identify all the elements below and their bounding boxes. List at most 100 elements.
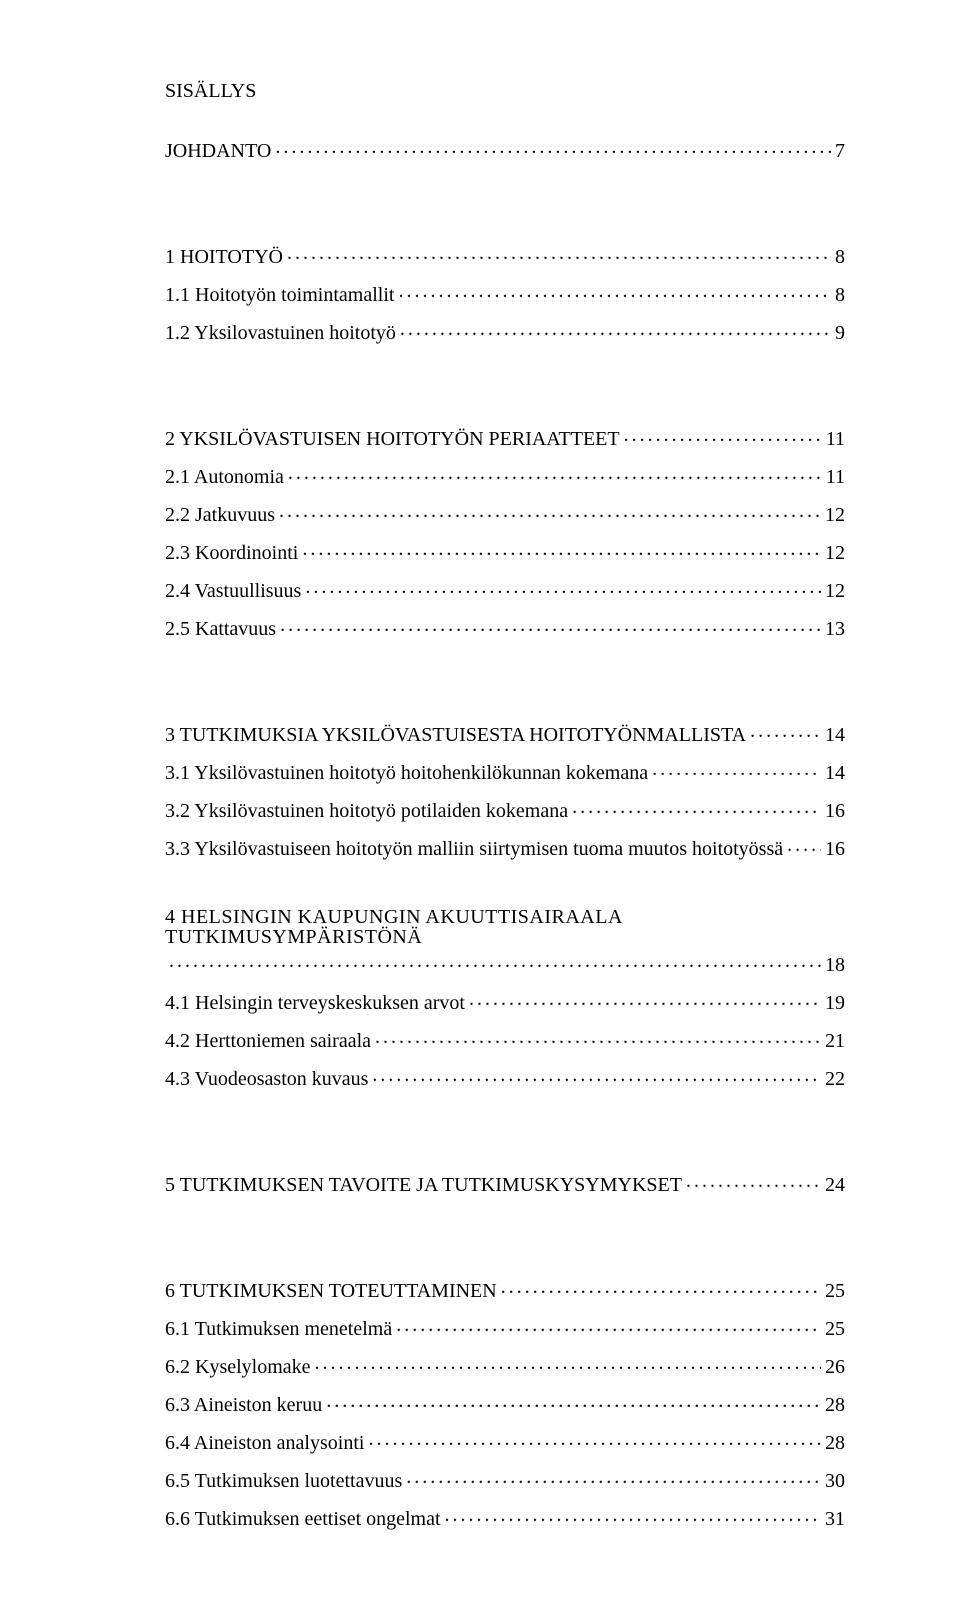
toc-label: 1 HOITOTYÖ [165, 247, 283, 267]
toc-leader-dots [406, 1467, 821, 1487]
toc-label: 5 TUTKIMUKSEN TAVOITE JA TUTKIMUSKYSYMYK… [165, 1175, 682, 1195]
toc-label: 3.2 Yksilövastuinen hoitotyö potilaiden … [165, 801, 568, 821]
toc-heading: 2 YKSILÖVASTUISEN HOITOTYÖN PERIAATTEET 1… [165, 425, 845, 449]
toc-entry-continuation: 18 [165, 951, 845, 975]
toc-leader-dots [279, 501, 821, 521]
toc-group-spacer [165, 653, 845, 687]
toc-label: 4.2 Herttoniemen sairaala [165, 1031, 371, 1051]
toc-subentry: 6.3 Aineiston keruu28 [165, 1391, 845, 1415]
toc-heading: 3 TUTKIMUKSIA YKSILÖVASTUISESTA HOITOTYÖ… [165, 721, 845, 745]
toc-leader-dots [400, 319, 831, 339]
toc-page-number: 16 [825, 839, 845, 859]
toc-subentry: 6.6 Tutkimuksen eettiset ongelmat 31 [165, 1505, 845, 1529]
toc-leader-dots [280, 615, 821, 635]
toc-subentry: 6.1 Tutkimuksen menetelmä 25 [165, 1315, 845, 1339]
toc-leader-dots [302, 539, 821, 559]
toc-page-number: 8 [835, 285, 845, 305]
toc-label: 2.3 Koordinointi [165, 543, 298, 563]
toc-leader-dots [652, 759, 821, 779]
toc-title: SISÄLLYS [165, 80, 845, 103]
toc-label: 2.2 Jatkuvuus [165, 505, 275, 525]
toc-page-number: 28 [825, 1433, 845, 1453]
toc-leader-dots [445, 1505, 821, 1525]
toc-heading: 4 HELSINGIN KAUPUNGIN AKUUTTISAIRAALA TU… [165, 907, 845, 947]
toc-leader-dots [787, 835, 821, 855]
toc-label: 1.1 Hoitotyön toimintamallit [165, 285, 394, 305]
toc-page-number: 25 [825, 1319, 845, 1339]
toc-page-number: 8 [835, 247, 845, 267]
toc-subentry: 1.2 Yksilovastuinen hoitotyö 9 [165, 319, 845, 343]
toc-label: 6.6 Tutkimuksen eettiset ongelmat [165, 1509, 441, 1529]
toc-leader-dots [686, 1171, 821, 1191]
toc-subentry: 2.4 Vastuullisuus 12 [165, 577, 845, 601]
toc-page-number: 18 [825, 955, 845, 975]
toc-heading: 1 HOITOTYÖ 8 [165, 243, 845, 267]
toc-group-spacer [165, 1103, 845, 1137]
toc-leader-dots [305, 577, 821, 597]
toc-label: 6.1 Tutkimuksen menetelmä [165, 1319, 392, 1339]
toc-subentry: 3.1 Yksilövastuinen hoitotyö hoitohenkil… [165, 759, 845, 783]
toc-label: 3 TUTKIMUKSIA YKSILÖVASTUISESTA HOITOTYÖ… [165, 725, 746, 745]
toc-page-number: 9 [835, 323, 845, 343]
toc-page-number: 12 [825, 543, 845, 563]
toc-page-number: 24 [825, 1175, 845, 1195]
toc-subentry: 2.5 Kattavuus 13 [165, 615, 845, 639]
toc-group-spacer [165, 357, 845, 391]
toc-page-number: 16 [825, 801, 845, 821]
toc-group-spacer [165, 1209, 845, 1243]
toc-label: JOHDANTO [165, 141, 271, 161]
toc-subentry: 2.1 Autonomia 11 [165, 463, 845, 487]
toc-label: 1.2 Yksilovastuinen hoitotyö [165, 323, 396, 343]
toc-page-number: 14 [825, 763, 845, 783]
toc-heading: JOHDANTO 7 [165, 137, 845, 161]
toc-group-spacer [165, 873, 845, 907]
toc-page-number: 11 [826, 429, 845, 449]
toc-label: 4.3 Vuodeosaston kuvaus [165, 1069, 368, 1089]
toc-label: 4.1 Helsingin terveyskeskuksen arvot [165, 993, 465, 1013]
toc-leader-dots [624, 425, 822, 445]
toc-leader-dots [469, 989, 821, 1009]
toc-page-number: 14 [825, 725, 845, 745]
toc-subentry: 6.4 Aineiston analysointi 28 [165, 1429, 845, 1453]
toc-leader-dots [315, 1353, 821, 1373]
toc-leader-dots [287, 243, 831, 263]
toc-subentry: 6.2 Kyselylomake 26 [165, 1353, 845, 1377]
toc-leader-dots [398, 281, 831, 301]
toc-leader-dots [375, 1027, 821, 1047]
toc-leader-dots [396, 1315, 821, 1335]
toc-label: 6.3 Aineiston keruu [165, 1395, 322, 1415]
toc-label: 2.1 Autonomia [165, 467, 284, 487]
toc-subentry: 1.1 Hoitotyön toimintamallit 8 [165, 281, 845, 305]
toc-leader-dots [275, 137, 831, 157]
toc-page-number: 7 [835, 141, 845, 161]
toc-leader-dots [372, 1065, 821, 1085]
toc-label: 6.2 Kyselylomake [165, 1357, 311, 1377]
toc-subentry: 2.2 Jatkuvuus12 [165, 501, 845, 525]
toc-label: 6.4 Aineiston analysointi [165, 1433, 364, 1453]
toc-page-number: 19 [825, 993, 845, 1013]
toc-leader-dots [169, 951, 821, 971]
toc-label: 3.1 Yksilövastuinen hoitotyö hoitohenkil… [165, 763, 648, 783]
toc-label: 2 YKSILÖVASTUISEN HOITOTYÖN PERIAATTEET [165, 429, 620, 449]
toc-label: 6 TUTKIMUKSEN TOTEUTTAMINEN [165, 1281, 497, 1301]
toc-page-number: 26 [825, 1357, 845, 1377]
toc-subentry: 6.5 Tutkimuksen luotettavuus30 [165, 1467, 845, 1491]
toc-subentry: 3.2 Yksilövastuinen hoitotyö potilaiden … [165, 797, 845, 821]
toc-subentry: 4.3 Vuodeosaston kuvaus22 [165, 1065, 845, 1089]
toc-leader-dots [572, 797, 821, 817]
toc-leader-dots [501, 1277, 821, 1297]
toc-page-number: 31 [825, 1509, 845, 1529]
toc-label: 2.4 Vastuullisuus [165, 581, 301, 601]
toc-subentry: 3.3 Yksilövastuiseen hoitotyön malliin s… [165, 835, 845, 859]
toc-label: 2.5 Kattavuus [165, 619, 276, 639]
toc-label: 6.5 Tutkimuksen luotettavuus [165, 1471, 402, 1491]
toc-heading: 6 TUTKIMUKSEN TOTEUTTAMINEN25 [165, 1277, 845, 1301]
toc-leader-dots [750, 721, 821, 741]
toc-page-number: 21 [825, 1031, 845, 1051]
toc-subentry: 4.1 Helsingin terveyskeskuksen arvot 19 [165, 989, 845, 1013]
toc-leader-dots [288, 463, 822, 483]
toc-heading: 5 TUTKIMUKSEN TAVOITE JA TUTKIMUSKYSYMYK… [165, 1171, 845, 1195]
toc-page-number: 12 [825, 581, 845, 601]
toc-page-number: 11 [826, 467, 845, 487]
toc-page-number: 13 [825, 619, 845, 639]
